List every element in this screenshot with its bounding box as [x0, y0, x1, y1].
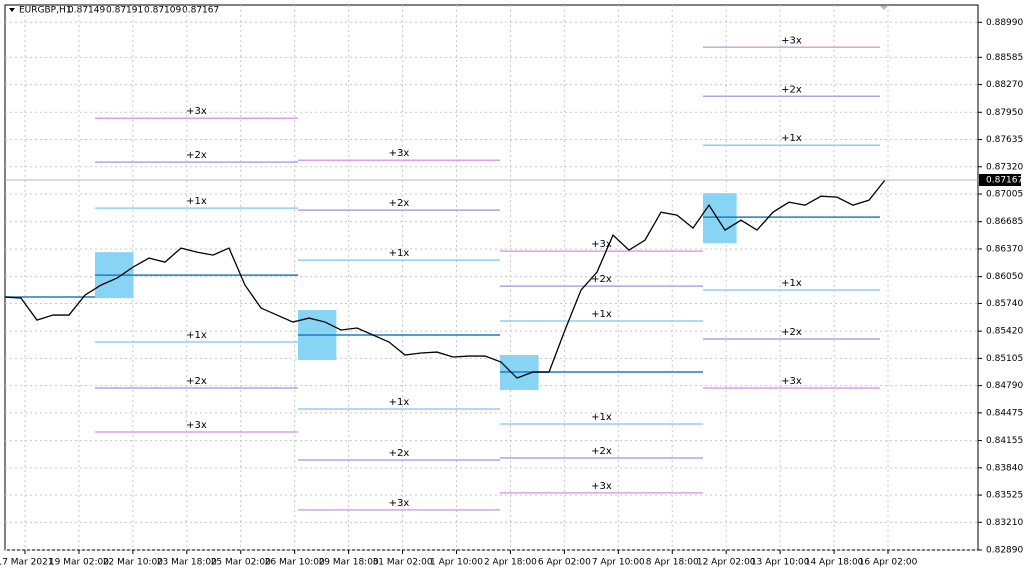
- zone-box: [703, 193, 737, 244]
- level-label: +1x: [186, 330, 207, 341]
- y-tick-label: 0.84790: [986, 381, 1023, 391]
- price-line: [4, 179, 886, 379]
- level-label: +2x: [591, 446, 612, 457]
- y-tick-label: 0.84475: [986, 408, 1023, 418]
- last-price-label: 0.87167: [986, 176, 1023, 186]
- ohlc-value: 0.87149: [68, 6, 105, 16]
- level-label: +3x: [781, 35, 802, 46]
- x-tick-label: 26 Mar 10:00: [265, 558, 325, 568]
- level-label: +2x: [186, 376, 207, 387]
- level-label: +1x: [591, 412, 612, 423]
- x-tick-label: 17 Mar 2021: [0, 558, 54, 568]
- ohlc-value: 0.87109: [144, 6, 181, 16]
- level-label: +3x: [591, 239, 612, 250]
- y-tick-label: 0.87635: [986, 135, 1023, 145]
- level-label: +2x: [186, 150, 207, 161]
- y-tick-label: 0.82890: [986, 546, 1023, 556]
- y-tick-label: 0.88990: [986, 18, 1023, 28]
- x-tick-label: 13 Apr 10:00: [751, 558, 810, 568]
- x-tick-label: 22 Mar 10:00: [103, 558, 163, 568]
- y-tick-label: 0.87950: [986, 108, 1023, 118]
- ohlc-value: 0.87167: [182, 6, 219, 16]
- x-tick-label: 2 Apr 18:00: [484, 558, 537, 568]
- x-tick-label: 12 Apr 02:00: [697, 558, 756, 568]
- level-label: +3x: [389, 498, 410, 509]
- menu-arrow[interactable]: [9, 8, 15, 12]
- x-tick-label: 6 Apr 02:00: [538, 558, 591, 568]
- level-label: +3x: [186, 420, 207, 431]
- y-tick-label: 0.85420: [986, 327, 1023, 337]
- level-label: +2x: [591, 274, 612, 285]
- last-price-box: [979, 174, 1021, 187]
- x-tick-label: 29 Mar 18:00: [319, 558, 379, 568]
- x-tick-label: 14 Apr 18:00: [805, 558, 864, 568]
- x-tick-label: 7 Apr 10:00: [592, 558, 645, 568]
- level-label: +1x: [781, 278, 802, 289]
- level-label: +1x: [389, 397, 410, 408]
- y-tick-label: 0.86685: [986, 217, 1023, 227]
- y-tick-label: 0.86050: [986, 272, 1023, 282]
- y-tick-label: 0.84155: [986, 436, 1023, 446]
- x-tick-label: 23 Mar 18:00: [157, 558, 217, 568]
- y-tick-label: 0.88585: [986, 53, 1023, 63]
- y-tick-label: 0.86370: [986, 244, 1023, 254]
- level-label: +3x: [389, 148, 410, 159]
- level-label: +1x: [389, 248, 410, 259]
- symbol: EURGBP,H1: [19, 6, 71, 16]
- level-label: +3x: [781, 376, 802, 387]
- x-tick-label: 16 Apr 02:00: [859, 558, 918, 568]
- x-tick-label: 1 Apr 10:00: [430, 558, 483, 568]
- level-label: +2x: [781, 327, 802, 338]
- level-label: +2x: [389, 198, 410, 209]
- level-label: +2x: [781, 84, 802, 95]
- y-tick-label: 0.83840: [986, 463, 1023, 473]
- y-tick-label: 0.88270: [986, 80, 1023, 90]
- level-label: +2x: [389, 448, 410, 459]
- x-tick-label: 19 Mar 02:00: [49, 558, 109, 568]
- y-tick-label: 0.83210: [986, 518, 1023, 528]
- y-tick-label: 0.85105: [986, 354, 1023, 364]
- level-label: +3x: [591, 481, 612, 492]
- y-tick-label: 0.87005: [986, 190, 1023, 200]
- level-label: +1x: [781, 133, 802, 144]
- x-tick-label: 31 Mar 02:00: [373, 558, 433, 568]
- ohlc-value: 0.87191: [106, 6, 143, 16]
- level-label: +1x: [186, 196, 207, 207]
- y-tick-label: 0.85740: [986, 299, 1023, 309]
- x-tick-label: 8 Apr 18:00: [646, 558, 699, 568]
- level-label: +3x: [186, 106, 207, 117]
- shift-marker: [880, 6, 888, 10]
- y-tick-label: 0.83525: [986, 491, 1023, 501]
- x-tick-label: 25 Mar 02:00: [211, 558, 271, 568]
- level-label: +1x: [591, 309, 612, 320]
- y-tick-label: 0.87320: [986, 162, 1023, 172]
